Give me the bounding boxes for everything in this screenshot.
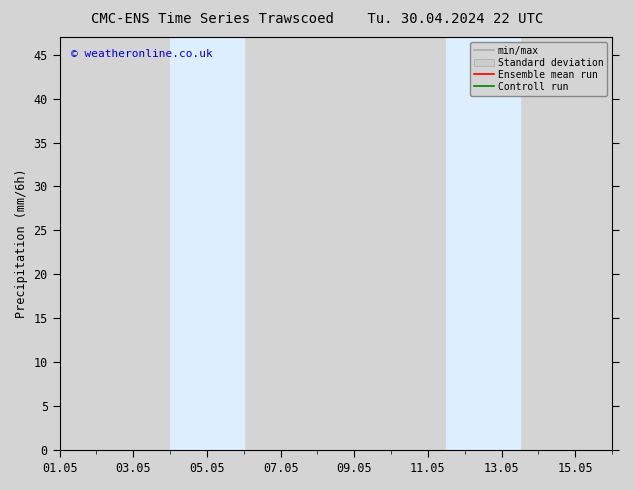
Bar — [170, 37, 243, 450]
Text: © weatheronline.co.uk: © weatheronline.co.uk — [70, 49, 212, 59]
Bar — [446, 37, 520, 450]
Text: CMC-ENS Time Series Trawscoed    Tu. 30.04.2024 22 UTC: CMC-ENS Time Series Trawscoed Tu. 30.04.… — [91, 12, 543, 26]
Legend: min/max, Standard deviation, Ensemble mean run, Controll run: min/max, Standard deviation, Ensemble me… — [470, 42, 607, 96]
Y-axis label: Precipitation (mm/6h): Precipitation (mm/6h) — [15, 169, 28, 318]
